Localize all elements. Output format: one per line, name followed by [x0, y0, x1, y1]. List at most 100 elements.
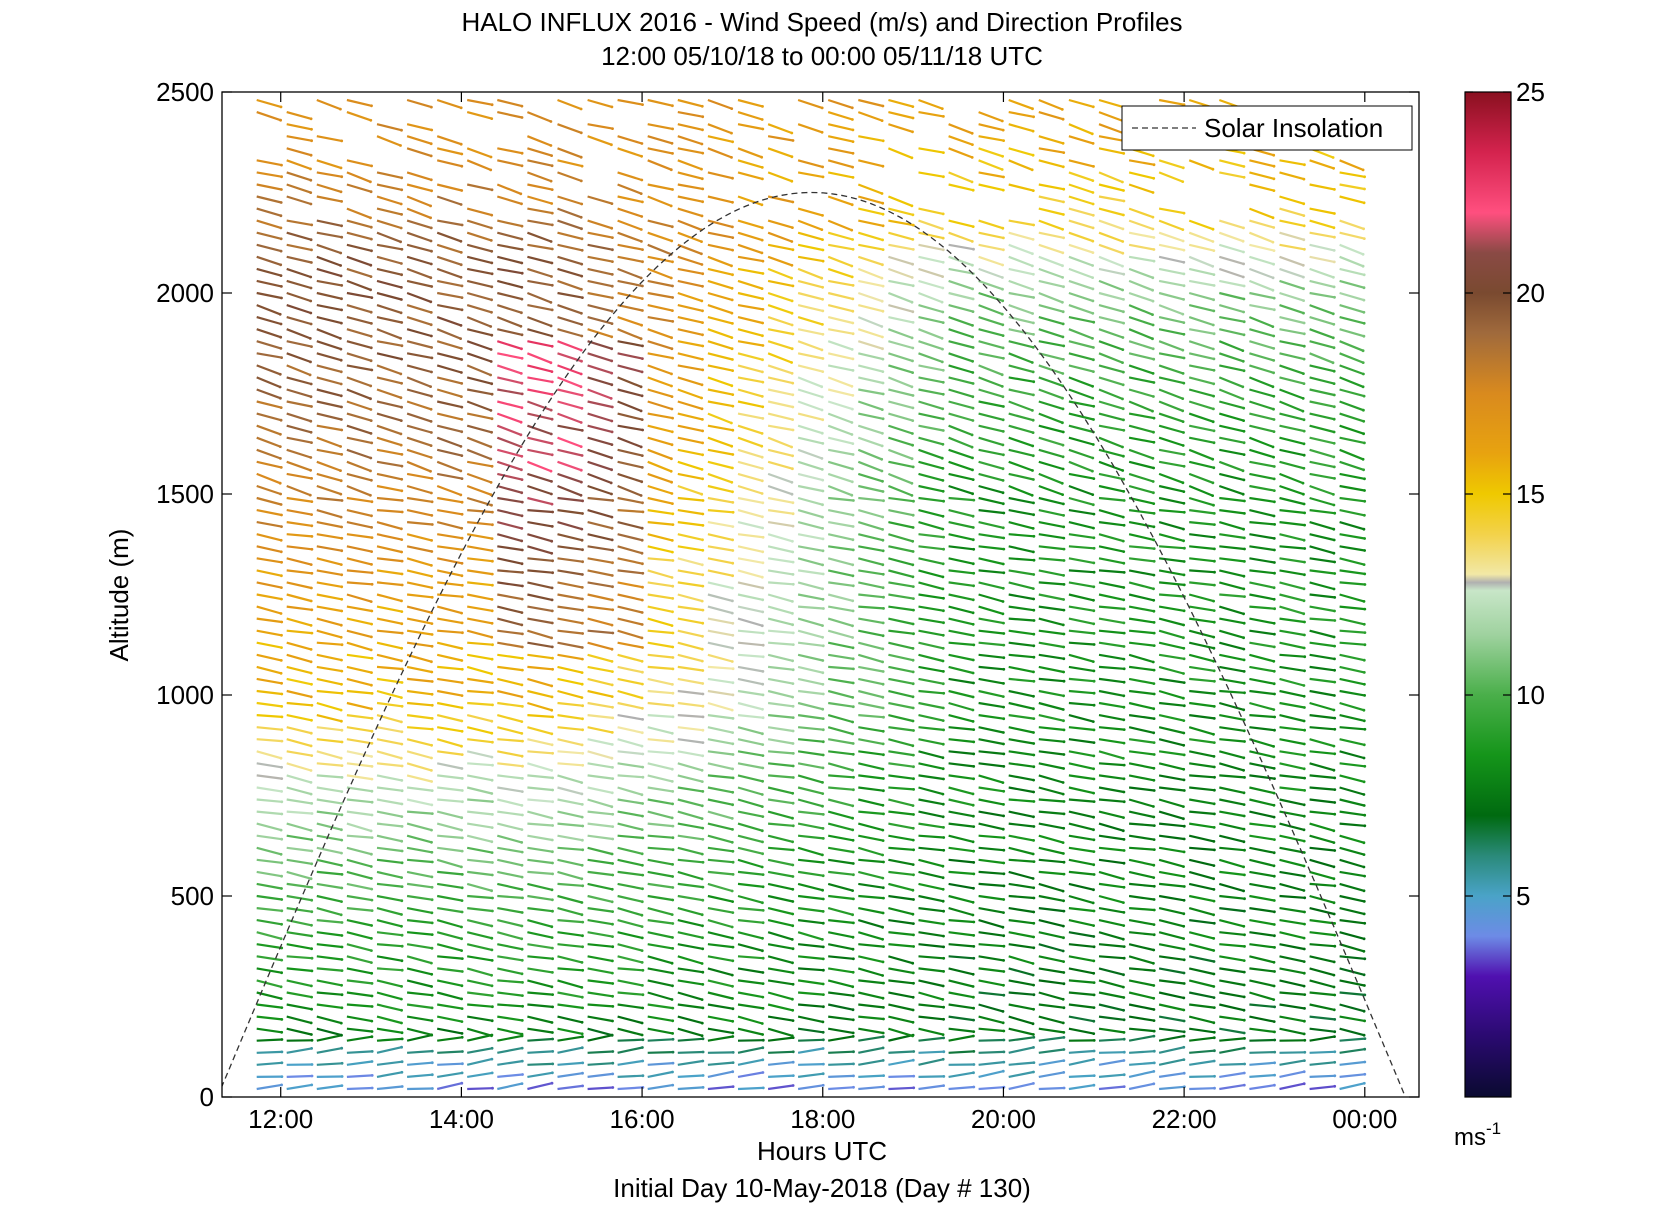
wind-vector-tip: [1121, 288, 1124, 292]
wind-vector: [858, 195, 883, 205]
wind-vector: [1068, 689, 1095, 695]
wind-vector: [948, 496, 974, 502]
wind-vector-tip: [1001, 491, 1005, 495]
wind-vector: [918, 412, 944, 420]
wind-vector-tip: [1151, 480, 1155, 483]
wind-vector-tip: [490, 984, 494, 988]
wind-vector: [527, 328, 553, 338]
wind-vector-tip: [641, 200, 644, 204]
wind-vector-tip: [400, 1008, 403, 1012]
wind-vector-tip: [640, 961, 644, 964]
wind-vector-tip: [1151, 313, 1154, 316]
wind-vector-tip: [761, 297, 764, 301]
wind-vector-tip: [1001, 827, 1005, 831]
wind-vector: [1158, 967, 1185, 975]
wind-vector-tip: [640, 526, 644, 530]
wind-vector-tip: [610, 538, 614, 542]
wind-vector: [617, 496, 643, 504]
wind-vector: [978, 183, 1004, 192]
wind-vector-tip: [1002, 356, 1005, 360]
wind-vector-tip: [280, 922, 283, 926]
wind-vector-tip: [1092, 346, 1095, 349]
wind-vector: [256, 907, 282, 912]
wind-vector: [437, 834, 463, 839]
wind-vector-tip: [370, 441, 374, 445]
wind-vector: [587, 569, 613, 577]
wind-vector: [1158, 689, 1184, 700]
wind-vector-tip: [461, 631, 464, 635]
wind-vector-tip: [1182, 982, 1186, 985]
wind-vector: [466, 147, 492, 159]
wind-vector-tip: [279, 466, 283, 469]
wind-vector: [587, 967, 613, 975]
wind-vector: [587, 484, 612, 496]
wind-vector-tip: [1032, 501, 1035, 505]
wind-vector-tip: [610, 756, 614, 760]
wind-vector-tip: [280, 163, 283, 167]
wind-vector: [497, 653, 523, 660]
wind-vector: [707, 629, 733, 637]
wind-vector: [707, 1027, 733, 1034]
wind-vector-tip: [400, 876, 403, 879]
wind-vector-tip: [610, 743, 614, 746]
wind-vector: [978, 436, 1004, 446]
wind-vector-tip: [791, 659, 794, 663]
wind-vector-tip: [970, 180, 974, 184]
wind-vector: [768, 750, 794, 755]
wind-vector-tip: [340, 719, 343, 723]
wind-vector-tip: [731, 200, 734, 204]
wind-vector-tip: [490, 755, 494, 759]
wind-vector: [888, 605, 914, 612]
wind-vector-tip: [881, 586, 885, 590]
wind-vector: [647, 798, 673, 805]
wind-vector: [497, 1034, 523, 1042]
wind-vector-tip: [851, 525, 855, 528]
wind-vector: [1008, 810, 1034, 818]
wind-vector: [737, 219, 763, 229]
wind-vector-tip: [580, 538, 584, 542]
wind-vector: [918, 569, 944, 578]
wind-vector: [948, 762, 974, 768]
wind-vector-tip: [519, 445, 523, 448]
wind-vector-tip: [1001, 226, 1005, 230]
wind-vector: [677, 207, 703, 217]
wind-vector-tip: [941, 368, 945, 372]
wind-vector-tip: [881, 248, 885, 252]
wind-vector-tip: [430, 961, 433, 965]
wind-vector: [1008, 834, 1034, 842]
wind-vector: [948, 943, 974, 948]
wind-vector-tip: [551, 993, 554, 996]
wind-vector-tip: [1182, 272, 1186, 276]
wind-vector-tip: [400, 815, 404, 818]
wind-vector: [286, 979, 312, 987]
wind-vector: [978, 533, 1004, 540]
wind-vector: [948, 738, 974, 743]
wind-vector-tip: [280, 525, 283, 528]
wind-vector-tip: [700, 913, 704, 917]
wind-vector-tip: [430, 523, 434, 526]
wind-vector-tip: [731, 667, 735, 671]
wind-vector-tip: [369, 397, 372, 401]
wind-vector-tip: [941, 1033, 945, 1036]
wind-vector-tip: [400, 696, 403, 699]
wind-vector-tip: [340, 139, 344, 143]
wind-vector-tip: [310, 477, 313, 480]
wind-vector: [1128, 267, 1154, 279]
wind-vector: [1038, 316, 1064, 325]
wind-vector: [978, 291, 1004, 302]
wind-vector: [1189, 1059, 1215, 1066]
wind-vector: [406, 496, 433, 503]
wind-vector: [828, 653, 854, 660]
wind-vector: [346, 509, 372, 517]
wind-vector-tip: [639, 409, 643, 413]
wind-vector: [587, 617, 613, 627]
wind-vector-tip: [1061, 372, 1065, 375]
wind-vector: [466, 786, 493, 795]
wind-vector-tip: [851, 804, 855, 808]
wind-vector: [1128, 496, 1154, 505]
wind-vector: [767, 304, 793, 315]
wind-vector-tip: [550, 393, 554, 396]
wind-vector: [737, 834, 763, 843]
wind-vector-tip: [821, 527, 824, 530]
wind-vector-tip: [911, 1020, 915, 1024]
